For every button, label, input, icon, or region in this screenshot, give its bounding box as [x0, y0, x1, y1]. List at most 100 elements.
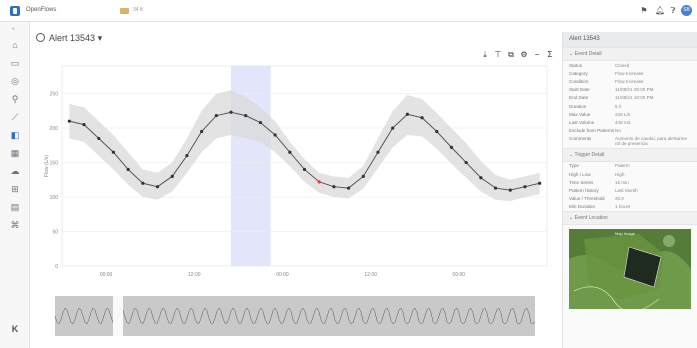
y-tick-label: 200	[50, 126, 59, 132]
data-point	[405, 112, 409, 116]
event-detail-value: 11/08/21 10:00 PM	[615, 95, 654, 101]
data-point	[391, 126, 395, 130]
top-bar: OpenFlows 34 ft ⚑ 🔔︎ ❓︎ SB	[0, 0, 697, 22]
data-point	[464, 160, 468, 165]
event-detail-row: Start Date 11/08/21 05:00 PM	[563, 86, 697, 94]
flow-chart[interactable]: 0 50 100 150 200 250 00:00 12:00 00:00 12:00 00:00…	[40, 60, 555, 340]
event-detail-label: Condition	[569, 78, 589, 84]
trigger-detail-row: Type Pattern	[563, 162, 697, 170]
trigger-detail-value: 15 min	[615, 179, 629, 185]
event-detail-label: Last Volume	[569, 119, 595, 125]
event-detail-section[interactable]: ⌄ Event Detail	[563, 47, 697, 61]
bell-icon[interactable]: 🔔︎	[655, 6, 666, 15]
event-detail-label: Status	[569, 62, 583, 68]
event-detail-label: Exclude from Patterns	[569, 128, 615, 134]
x-tick-label: 00:00	[100, 272, 113, 278]
event-detail-label: End Date	[569, 95, 589, 101]
folder-icon	[120, 8, 129, 14]
alert-detail-panel: Alert 13543 ⌄ Event Detail Status Closed C…	[562, 32, 697, 348]
sigma-icon[interactable]: Σ	[547, 50, 553, 59]
data-point	[214, 114, 218, 118]
brand-k-icon[interactable]: K	[11, 324, 19, 334]
trigger-detail-row: Min Duration 1 hours	[563, 203, 697, 211]
network-icon[interactable]: ⊞	[11, 184, 19, 194]
data-point	[229, 110, 233, 114]
data-point	[420, 116, 424, 120]
trigger-detail-section[interactable]: ⌄ Trigger Detail	[563, 147, 697, 162]
data-point	[126, 167, 130, 172]
collapse-icon[interactable]: «	[12, 26, 15, 32]
eye-icon[interactable]: ◎	[11, 76, 19, 86]
data-point	[493, 186, 498, 190]
app-logo-icon[interactable]	[10, 6, 20, 16]
y-tick-label: 0	[55, 264, 58, 270]
trigger-detail-label: High / Low	[569, 171, 591, 177]
data-point	[449, 145, 454, 149]
data-point	[538, 181, 542, 185]
event-detail-row: Max Value 228 L/s	[563, 110, 697, 118]
layers-icon[interactable]: ⧉	[508, 50, 514, 59]
app-name[interactable]: OpenFlows	[26, 7, 57, 13]
panel-title: Alert 13543	[563, 32, 697, 47]
data-point	[200, 129, 204, 134]
trend-icon[interactable]: ⟋	[11, 112, 19, 122]
trigger-detail-value: 1 hours	[615, 204, 631, 210]
page-title[interactable]: Alert 13543 ▾	[36, 33, 102, 44]
trigger-detail-label: Time Series	[569, 179, 594, 185]
y-tick-label: 150	[50, 161, 59, 167]
breadcrumb[interactable]: 34 ft	[133, 7, 143, 13]
monitor-icon[interactable]: ▭	[10, 58, 20, 68]
event-detail-value: 11/08/21 05:00 PM	[615, 87, 654, 93]
data-point	[302, 167, 307, 172]
home-icon[interactable]: ⌂	[12, 40, 18, 50]
x-tick-label: 00:00	[453, 272, 466, 278]
data-point	[508, 188, 512, 192]
grid-icon[interactable]: ▦	[10, 148, 20, 158]
location-map[interactable]: Map Image	[569, 229, 691, 309]
data-point	[332, 185, 336, 189]
flag-icon[interactable]: ⚑	[640, 6, 648, 15]
data-point	[141, 181, 145, 185]
document-icon[interactable]: ▤	[10, 202, 20, 212]
event-detail-row: Condition Flow Increase	[563, 77, 697, 85]
event-detail-row: Status Closed	[563, 61, 697, 69]
event-location-section[interactable]: ⌄ Event Location	[563, 211, 697, 225]
cloud-icon[interactable]: ☁	[10, 166, 20, 176]
range-icon[interactable]: ⊤	[494, 50, 502, 59]
event-detail-label: Max Value	[569, 111, 591, 117]
pin-icon[interactable]: ⚲	[11, 94, 19, 104]
data-point	[258, 120, 263, 125]
data-point	[82, 123, 86, 127]
data-point	[346, 186, 351, 190]
trigger-detail-label: Value / Threshold	[569, 196, 605, 202]
trigger-detail-row: Pattern history Last Month	[563, 186, 697, 194]
trigger-detail-row: Time Series 15 min	[563, 178, 697, 186]
event-detail-label: Category	[569, 70, 588, 76]
building-icon[interactable]: ⌘	[10, 220, 20, 230]
data-point	[317, 180, 321, 184]
data-point	[273, 133, 277, 137]
trigger-detail-row: Value / Threshold 20.0	[563, 195, 697, 203]
data-point	[435, 129, 439, 134]
overview-window	[113, 296, 123, 336]
overview-strip	[55, 296, 535, 336]
trigger-detail-value: Pattern	[615, 163, 630, 169]
chevron-down-icon[interactable]: ▾	[97, 33, 103, 43]
data-point	[111, 150, 116, 154]
minus-icon[interactable]: −	[534, 50, 540, 59]
data-point	[361, 174, 365, 178]
sidebar: « ⌂ ▭ ◎ ⚲ ⟋ ◧ ▦ ☁ ⊞ ▤ ⌘ K	[0, 22, 30, 348]
event-detail-row: Comments Aumento de caudal, para alertarm…	[563, 135, 697, 148]
x-tick-label: 12:00	[188, 272, 201, 278]
avatar[interactable]: SB	[681, 5, 692, 16]
clock-icon	[36, 33, 45, 42]
alert-icon[interactable]: ◧	[10, 130, 20, 140]
data-point	[244, 114, 248, 118]
event-detail-value: Flow Increase	[615, 70, 644, 76]
event-detail-label: Start Date	[569, 87, 590, 93]
settings-icon[interactable]: ⚙	[520, 50, 528, 59]
y-tick-label: 50	[52, 230, 58, 236]
help-icon[interactable]: ❓︎	[670, 6, 676, 15]
alert-title-text: Alert 13543	[49, 33, 96, 43]
download-icon[interactable]: ⤓	[483, 50, 487, 59]
